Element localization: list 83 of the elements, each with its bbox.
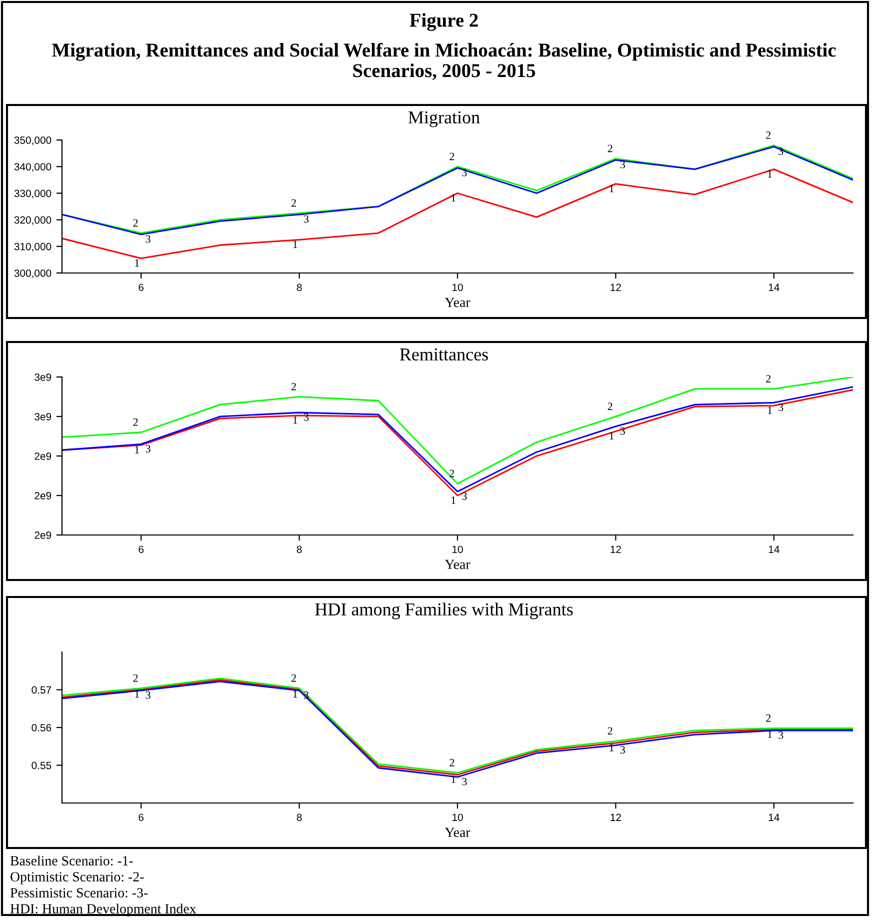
- text: 1: [452, 496, 456, 504]
- text: 2: [608, 144, 612, 152]
- text: 1: [135, 259, 140, 267]
- y-tick-label: 0.55: [32, 762, 52, 770]
- text: 3: [778, 404, 784, 412]
- x-axis-title: Year: [444, 560, 470, 570]
- y-tick-label: 350,000: [14, 136, 52, 146]
- series-label: 3: [304, 691, 309, 699]
- x-axis-title: Year: [444, 298, 470, 308]
- text: 1: [293, 240, 298, 248]
- text: 2: [608, 727, 612, 735]
- x-tick-label: 10: [452, 284, 463, 292]
- x-axis-title: Year: [444, 828, 470, 838]
- x-tick-label: 12: [610, 546, 621, 553]
- text: HDI: Human Development Index: [10, 904, 196, 916]
- text: 2: [450, 152, 454, 160]
- chart-title: Remittances: [400, 348, 488, 361]
- series-label: 2: [450, 470, 454, 478]
- y-tick-label: 2e9: [34, 492, 52, 500]
- x-tick-label: 10: [452, 814, 463, 822]
- chart-title: Migration: [408, 111, 480, 128]
- x-tick-label: 8: [296, 284, 302, 292]
- x-tick-label: 10: [452, 546, 463, 554]
- text: 2: [133, 418, 138, 426]
- x-tick-label: 14: [768, 546, 780, 553]
- text: 2: [608, 402, 612, 410]
- text: 1: [768, 170, 772, 178]
- y-tick-label: 320,000: [14, 216, 52, 225]
- chart-title: HDI among Families with Migrants: [315, 602, 573, 620]
- x-tick-label: 8: [296, 546, 302, 554]
- text: 1: [135, 446, 140, 454]
- text: 3: [778, 731, 784, 739]
- x-tick-label: 8: [296, 814, 302, 822]
- y-tick-label: 2e9: [34, 532, 52, 539]
- y-tick-label: 310,000: [14, 242, 52, 252]
- x-tick-label: 6: [138, 546, 144, 554]
- text: 1: [768, 730, 772, 738]
- text: Migration, Remittances and Social Welfare in Michoacán: Baseline, Optimistic and Pessimistic Scenarios, 2005 - 2015: [52, 42, 836, 80]
- x-tick-label: 14: [768, 814, 780, 821]
- x-tick-label: 14: [768, 284, 780, 291]
- series-label: 3: [620, 160, 625, 168]
- y-tick-label: 340,000: [14, 163, 52, 172]
- text: Pessimistic Scenario: -3-: [10, 888, 148, 898]
- text: 1: [768, 406, 772, 414]
- y-tick-label: 300,000: [14, 270, 52, 278]
- x-tick-label: 6: [138, 284, 144, 292]
- text: 2: [291, 382, 296, 390]
- text: 3: [462, 168, 467, 176]
- text: 3: [146, 691, 150, 699]
- text: 2: [766, 714, 771, 722]
- text: 1: [135, 690, 140, 698]
- text: 1: [452, 194, 456, 202]
- text: 3: [146, 235, 150, 243]
- series-label: 1: [610, 184, 614, 192]
- x-tick-label: 12: [610, 814, 621, 821]
- y-tick-label: 330,000: [14, 190, 52, 198]
- y-tick-label: 2e9: [34, 452, 52, 460]
- y-tick-label: 3e9: [34, 374, 52, 381]
- text: 1: [293, 416, 298, 424]
- x-tick-label: 6: [138, 814, 144, 822]
- x-tick-label: 12: [610, 284, 621, 291]
- line-series: [62, 168, 853, 260]
- text: 3: [146, 445, 150, 452]
- text: 2: [766, 131, 771, 139]
- text: 2: [291, 199, 296, 207]
- text: Baseline Scenario: -1-: [10, 856, 133, 866]
- text: 1: [293, 690, 298, 698]
- text: 2: [450, 758, 454, 766]
- text: 3: [462, 492, 467, 500]
- caption: Figure 2: [410, 13, 478, 31]
- series-label: 1: [610, 432, 614, 440]
- text: 3: [304, 215, 309, 223]
- series-label: 2: [133, 219, 138, 227]
- text: Optimistic Scenario: -2-: [10, 872, 144, 884]
- text: 1: [452, 776, 456, 783]
- y-tick-label: 3e9: [34, 413, 52, 420]
- y-tick-label: 0.56: [32, 724, 52, 732]
- text: 3: [462, 778, 467, 786]
- series-label: 2: [291, 674, 296, 682]
- text: 2: [133, 674, 138, 682]
- text: 2: [766, 374, 771, 382]
- y-tick-label: 0.57: [32, 686, 52, 694]
- text: 3: [620, 746, 625, 754]
